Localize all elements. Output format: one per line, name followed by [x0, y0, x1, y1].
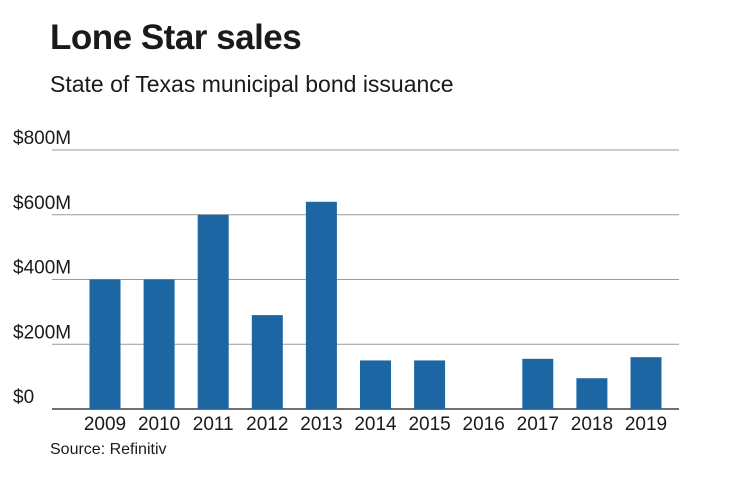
x-tick-label: 2010 — [138, 414, 180, 435]
y-tick-label: $400M — [13, 258, 71, 279]
bar-2017 — [522, 358, 554, 409]
y-tick-label: $200M — [13, 322, 71, 343]
bar-2015 — [414, 360, 446, 409]
y-tick-label: $0 — [13, 387, 34, 408]
bar-2011 — [197, 214, 229, 409]
x-tick-label: 2013 — [300, 414, 342, 435]
x-axis-ticks: 2009 2010 2011 2012 2013 2014 2015 2016 2017 2018… — [84, 414, 667, 435]
y-tick-label: $800M — [13, 128, 71, 149]
bar-2019 — [630, 357, 662, 409]
chart-subtitle: State of Texas municipal bond issuance — [50, 71, 454, 97]
y-axis-ticks: $0 $200M $400M $600M $800M — [13, 128, 71, 408]
bar-2009 — [89, 279, 121, 409]
x-tick-label: 2018 — [571, 414, 613, 435]
x-tick-label: 2016 — [463, 414, 505, 435]
bar-2010 — [143, 279, 175, 409]
x-tick-label: 2017 — [517, 414, 559, 435]
x-tick-label: 2014 — [354, 414, 397, 435]
x-tick-label: 2019 — [625, 414, 667, 435]
bar-2018 — [576, 378, 608, 409]
x-tick-label: 2011 — [193, 414, 234, 435]
bar-2012 — [251, 315, 283, 409]
bars — [89, 201, 662, 409]
x-tick-label: 2012 — [246, 414, 288, 435]
x-tick-label: 2015 — [408, 414, 450, 435]
bar-2013 — [305, 201, 337, 409]
bar-2014 — [360, 360, 391, 409]
chart-title: Lone Star sales — [50, 18, 302, 57]
x-tick-label: 2009 — [84, 414, 126, 435]
y-tick-label: $600M — [13, 193, 71, 214]
source-note: Source: Refinitiv — [50, 441, 167, 458]
